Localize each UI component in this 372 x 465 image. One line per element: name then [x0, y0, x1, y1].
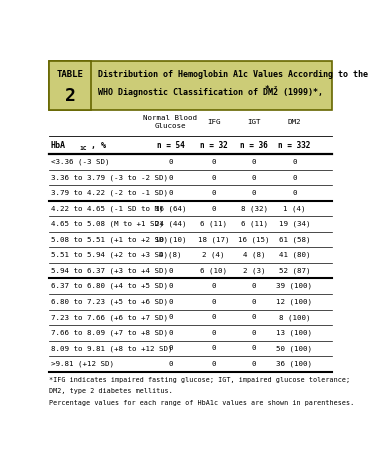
Text: 0: 0	[252, 283, 256, 289]
Text: IFG: IFG	[207, 119, 221, 125]
Text: 3.36 to 3.79 (-3 to -2 SD): 3.36 to 3.79 (-3 to -2 SD)	[51, 174, 168, 181]
Text: 8 (100): 8 (100)	[279, 314, 310, 320]
Text: 41 (80): 41 (80)	[279, 252, 310, 259]
Text: 0: 0	[252, 314, 256, 320]
Text: 50 (100): 50 (100)	[276, 345, 312, 352]
Text: Percentage values for each range of HbA1c values are shown in parentheses.: Percentage values for each range of HbA1…	[49, 400, 355, 406]
Text: 0: 0	[168, 174, 173, 180]
Text: 0: 0	[168, 190, 173, 196]
Text: IGT: IGT	[247, 119, 261, 125]
Text: n = 32: n = 32	[200, 141, 228, 150]
Text: 2 (3): 2 (3)	[243, 267, 265, 274]
Text: >9.81 (+12 SD): >9.81 (+12 SD)	[51, 360, 114, 367]
Text: 0: 0	[252, 345, 256, 352]
Text: <3.36 (-3 SD): <3.36 (-3 SD)	[51, 159, 109, 165]
Text: 13 (100): 13 (100)	[276, 330, 312, 336]
Text: 5.51 to 5.94 (+2 to +3 SD): 5.51 to 5.94 (+2 to +3 SD)	[51, 252, 168, 259]
Text: 0: 0	[168, 283, 173, 289]
Text: 0: 0	[211, 314, 216, 320]
Text: DM2: DM2	[288, 119, 301, 125]
Text: 0: 0	[168, 314, 173, 320]
Text: 0: 0	[168, 330, 173, 336]
Text: 0: 0	[252, 330, 256, 336]
Text: 0: 0	[168, 159, 173, 165]
Text: 4.65 to 5.08 (M to +1 SD): 4.65 to 5.08 (M to +1 SD)	[51, 221, 163, 227]
Text: 0: 0	[211, 190, 216, 196]
Text: 0: 0	[292, 190, 297, 196]
Text: 0: 0	[252, 174, 256, 180]
Text: n = 332: n = 332	[278, 141, 311, 150]
Text: 10 (10): 10 (10)	[155, 236, 186, 243]
Text: 7.23 to 7.66 (+6 to +7 SD): 7.23 to 7.66 (+6 to +7 SD)	[51, 314, 168, 320]
Text: 1 (4): 1 (4)	[283, 206, 306, 212]
Text: 0: 0	[211, 283, 216, 289]
Text: HbA: HbA	[51, 141, 66, 150]
Text: 52 (87): 52 (87)	[279, 267, 310, 274]
Text: 24 (44): 24 (44)	[155, 221, 186, 227]
Text: 0: 0	[168, 299, 173, 305]
Text: 7.66 to 8.09 (+7 to +8 SD): 7.66 to 8.09 (+7 to +8 SD)	[51, 330, 168, 336]
Text: 0: 0	[211, 159, 216, 165]
Text: 8.09 to 9.81 (+8 to +12 SD): 8.09 to 9.81 (+8 to +12 SD)	[51, 345, 172, 352]
Text: 4 (8): 4 (8)	[243, 252, 265, 259]
Text: 4 (8): 4 (8)	[159, 252, 182, 259]
Text: 12 (100): 12 (100)	[276, 299, 312, 305]
Text: 6.80 to 7.23 (+5 to +6 SD): 6.80 to 7.23 (+5 to +6 SD)	[51, 299, 168, 305]
Text: n = 36: n = 36	[240, 141, 268, 150]
Text: 19 (34): 19 (34)	[279, 221, 310, 227]
Text: 2 (4): 2 (4)	[202, 252, 225, 259]
Text: n = 54: n = 54	[157, 141, 185, 150]
Text: 36 (100): 36 (100)	[276, 360, 312, 367]
Text: 0: 0	[211, 345, 216, 352]
Text: 4.22 to 4.65 (-1 SD to M): 4.22 to 4.65 (-1 SD to M)	[51, 206, 163, 212]
Text: 0: 0	[252, 361, 256, 367]
Text: 0: 0	[292, 159, 297, 165]
Text: 0: 0	[211, 330, 216, 336]
Text: 1C: 1C	[80, 146, 87, 151]
Text: 0: 0	[211, 299, 216, 305]
Text: 8 (32): 8 (32)	[241, 206, 267, 212]
Text: 5.08 to 5.51 (+1 to +2 SD): 5.08 to 5.51 (+1 to +2 SD)	[51, 236, 168, 243]
Text: 3.79 to 4.22 (-2 to -1 SD): 3.79 to 4.22 (-2 to -1 SD)	[51, 190, 168, 196]
Text: DM2, type 2 diabetes mellitus.: DM2, type 2 diabetes mellitus.	[49, 388, 173, 394]
Text: 6 (10): 6 (10)	[200, 267, 227, 274]
Text: 0: 0	[211, 206, 216, 212]
Text: 5.94 to 6.37 (+3 to +4 SD): 5.94 to 6.37 (+3 to +4 SD)	[51, 267, 168, 274]
Text: 0: 0	[252, 190, 256, 196]
Text: 0: 0	[211, 361, 216, 367]
Text: *IFG indicates impaired fasting glucose; IGT, impaired glucose tolerance;: *IFG indicates impaired fasting glucose;…	[49, 377, 350, 383]
Text: 0: 0	[168, 268, 173, 274]
Text: 6 (11): 6 (11)	[200, 221, 227, 227]
Text: 16 (64): 16 (64)	[155, 206, 186, 212]
Text: 2: 2	[65, 87, 76, 106]
Text: 16 (15): 16 (15)	[238, 236, 270, 243]
Text: 0: 0	[252, 159, 256, 165]
Text: , %: , %	[91, 141, 106, 150]
Text: 0: 0	[292, 174, 297, 180]
Text: Normal Blood
Glucose: Normal Blood Glucose	[144, 115, 198, 129]
Text: WHO Diagnostic Classification of DM2 (1999)*,: WHO Diagnostic Classification of DM2 (19…	[98, 88, 323, 97]
Text: 6.37 to 6.80 (+4 to +5 SD): 6.37 to 6.80 (+4 to +5 SD)	[51, 283, 168, 290]
Text: 0: 0	[252, 299, 256, 305]
Text: 61 (58): 61 (58)	[279, 236, 310, 243]
Text: TABLE: TABLE	[57, 70, 84, 79]
Text: 0: 0	[168, 345, 173, 352]
Text: 6 (11): 6 (11)	[241, 221, 267, 227]
Text: *,⁷: *,⁷	[264, 85, 278, 94]
Text: 0: 0	[211, 174, 216, 180]
Text: 0: 0	[168, 361, 173, 367]
Text: Distribution of Hemoglobin A1c Values According to the: Distribution of Hemoglobin A1c Values Ac…	[98, 70, 368, 79]
Text: 39 (100): 39 (100)	[276, 283, 312, 290]
Text: 18 (17): 18 (17)	[198, 236, 230, 243]
